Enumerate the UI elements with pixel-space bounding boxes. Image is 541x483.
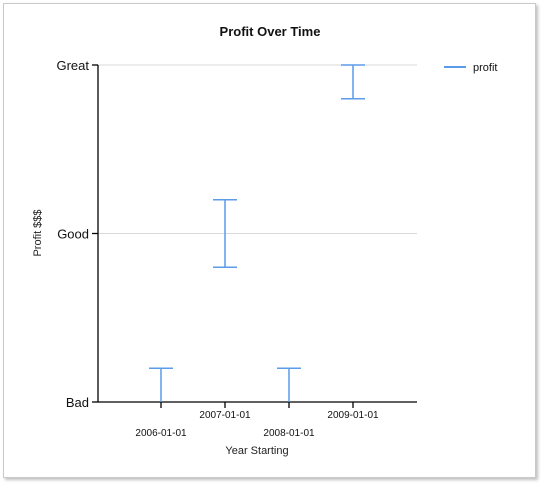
legend-label: profit <box>473 62 497 74</box>
x-tick-label: 2007-01-01 <box>199 410 251 421</box>
x-ticks: 2006-01-01 2007-01-01 2008-01-01 2009-01-01 <box>135 402 379 439</box>
error-bar <box>341 64 365 100</box>
y-tick-label: Good <box>57 227 89 242</box>
chart-frame <box>3 3 536 478</box>
error-bars <box>149 64 365 402</box>
y-ticks: Bad Good Great <box>56 58 98 410</box>
legend: profit <box>444 62 497 74</box>
error-bar <box>277 367 301 402</box>
gridlines <box>98 64 417 234</box>
y-tick-label: Bad <box>66 395 89 410</box>
error-bar <box>213 199 237 268</box>
x-tick-label: 2006-01-01 <box>135 428 187 439</box>
x-axis-label: Year Starting <box>225 445 288 457</box>
y-tick-label: Great <box>56 58 89 73</box>
x-tick-label: 2008-01-01 <box>263 428 315 439</box>
error-bar <box>149 367 173 402</box>
x-tick-label: 2009-01-01 <box>327 410 379 421</box>
chart-title: Profit Over Time <box>220 24 321 39</box>
y-axis-label: Profit $$$ <box>32 209 44 256</box>
